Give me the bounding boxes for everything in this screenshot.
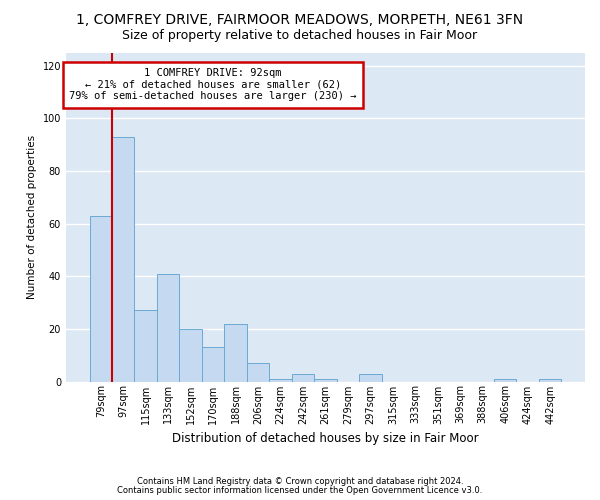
Bar	[224, 324, 247, 382]
Bar	[179, 329, 202, 382]
Text: 1, COMFREY DRIVE, FAIRMOOR MEADOWS, MORPETH, NE61 3FN: 1, COMFREY DRIVE, FAIRMOOR MEADOWS, MORP…	[76, 12, 524, 26]
Bar	[269, 379, 292, 382]
Bar	[157, 274, 179, 382]
Text: Size of property relative to detached houses in Fair Moor: Size of property relative to detached ho…	[122, 29, 478, 42]
Text: Contains HM Land Registry data © Crown copyright and database right 2024.: Contains HM Land Registry data © Crown c…	[137, 477, 463, 486]
Bar	[134, 310, 157, 382]
Bar	[202, 348, 224, 382]
X-axis label: Distribution of detached houses by size in Fair Moor: Distribution of detached houses by size …	[172, 432, 479, 445]
Bar	[112, 136, 134, 382]
Text: 1 COMFREY DRIVE: 92sqm
← 21% of detached houses are smaller (62)
79% of semi-det: 1 COMFREY DRIVE: 92sqm ← 21% of detached…	[70, 68, 357, 102]
Bar	[359, 374, 382, 382]
Bar	[89, 216, 112, 382]
Bar	[247, 363, 269, 382]
Bar	[539, 379, 562, 382]
Bar	[494, 379, 517, 382]
Y-axis label: Number of detached properties: Number of detached properties	[27, 135, 37, 299]
Bar	[314, 379, 337, 382]
Bar	[292, 374, 314, 382]
Text: Contains public sector information licensed under the Open Government Licence v3: Contains public sector information licen…	[118, 486, 482, 495]
